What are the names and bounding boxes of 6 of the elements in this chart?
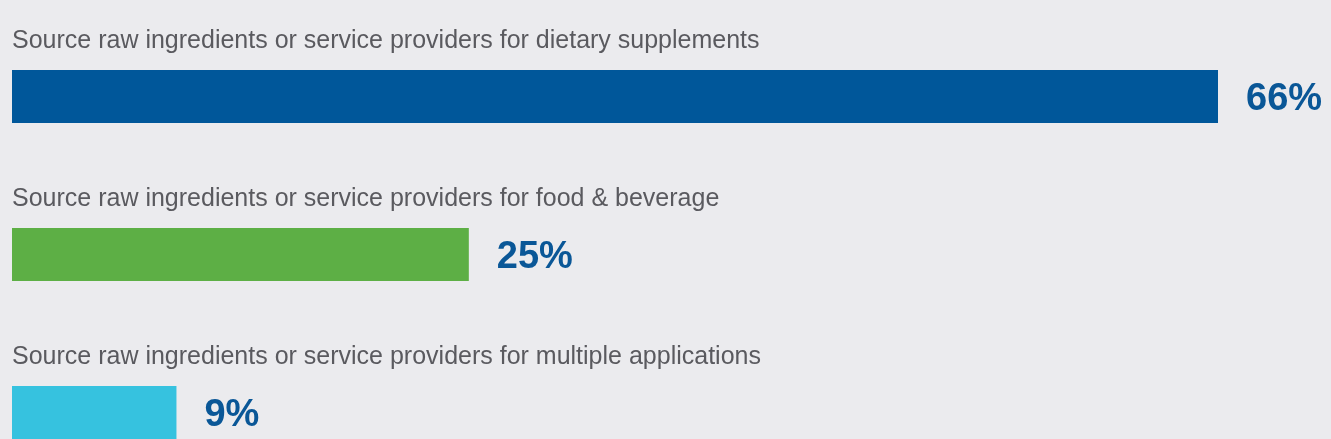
y-tick-label: Source raw ingredients or service providers for multiple applications bbox=[12, 341, 761, 369]
data-label: 9% bbox=[204, 392, 260, 434]
y-tick-label: Source raw ingredients or service providers for food & beverage bbox=[12, 183, 720, 211]
data-label: 66% bbox=[1246, 76, 1323, 118]
data-label: 25% bbox=[496, 234, 573, 276]
y-tick-label: Source raw ingredients or service providers for dietary supplements bbox=[12, 25, 760, 53]
